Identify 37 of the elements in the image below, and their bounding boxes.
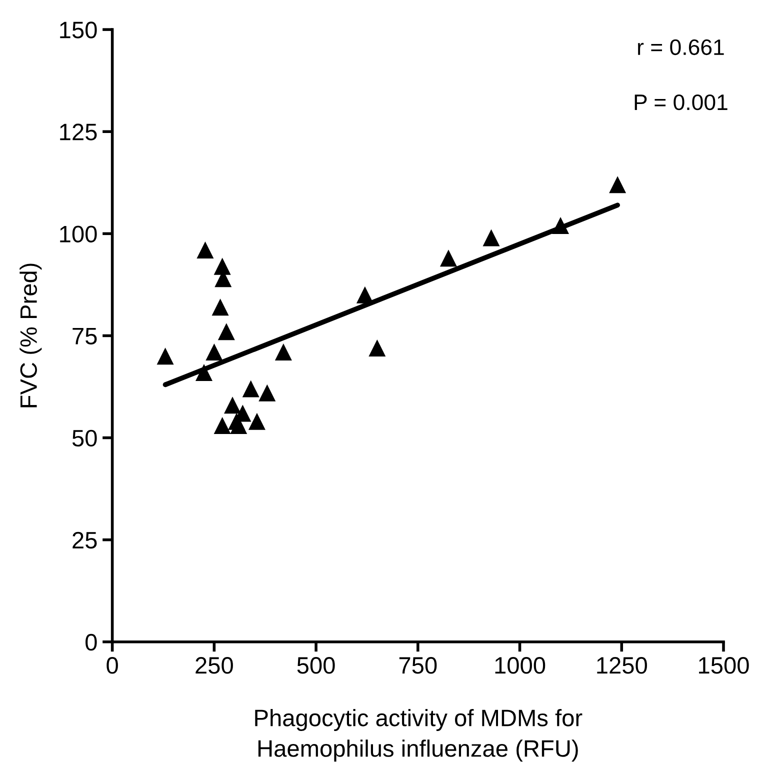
x-tick-label: 250 — [196, 657, 233, 674]
point — [218, 323, 235, 340]
x-axis-title: Phagocytic activity of MDMs for Haemophilus influenzae (RFU) — [255, 709, 582, 762]
x-tick-label: 1000 — [495, 657, 546, 674]
point — [482, 229, 500, 246]
point — [248, 412, 266, 430]
y-tick-label: 0 — [86, 634, 97, 651]
point — [609, 176, 626, 194]
y-tick-label: 25 — [72, 532, 97, 549]
x-tick-label: 500 — [297, 657, 335, 674]
y-tick-label: 150 — [60, 22, 97, 38]
y-tick-label: 100 — [60, 226, 97, 242]
point — [212, 298, 229, 316]
point — [258, 384, 276, 402]
x-tick-label: 750 — [399, 657, 437, 674]
x-tick-label: 1500 — [699, 657, 749, 674]
point — [196, 241, 214, 258]
point — [368, 339, 386, 356]
y-axis-title: FVC (% Pred) — [20, 264, 42, 408]
x-tick-label: 0 — [106, 657, 118, 674]
point — [242, 380, 260, 398]
y-tick-label: 125 — [60, 124, 97, 140]
point — [356, 286, 374, 304]
point — [552, 216, 570, 234]
point — [440, 250, 457, 267]
y-tick-label: 75 — [72, 328, 97, 344]
point — [206, 344, 223, 361]
point — [274, 344, 292, 361]
annotation: P = 0.001 — [634, 94, 728, 110]
y-tick-label: 50 — [72, 430, 97, 447]
point — [224, 396, 242, 414]
point — [214, 417, 231, 434]
point — [156, 348, 174, 365]
annotation: r = 0.661 — [638, 39, 724, 56]
point — [214, 258, 231, 275]
point — [195, 364, 212, 381]
x-tick-label: 1250 — [597, 657, 647, 674]
